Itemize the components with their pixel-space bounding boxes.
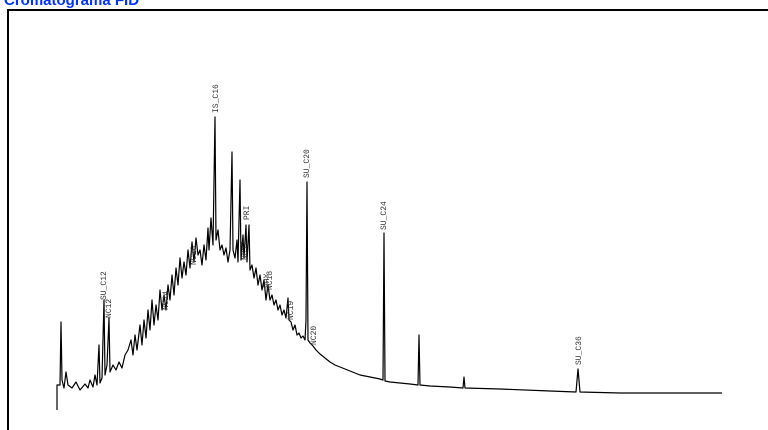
peak-label: NC12	[105, 299, 114, 318]
peak-label: SU_C24	[380, 201, 389, 230]
peak-label: NC14	[162, 291, 171, 310]
frame	[7, 9, 768, 430]
peak-label: PRI	[243, 206, 252, 220]
peak-label: SU_C20	[303, 149, 312, 178]
peak-label: IS_C16	[212, 84, 221, 113]
peak-label: NC19	[287, 301, 296, 320]
peak-label: SU_C12	[100, 271, 109, 300]
peak-label: NC18	[266, 271, 275, 290]
trace	[56, 116, 722, 410]
peak-label: NC16	[190, 246, 199, 265]
peak-label: PHY	[263, 273, 272, 288]
peak-label: NC17	[241, 241, 250, 260]
peak-label: NC20	[310, 326, 319, 345]
peak-label: SU_C36	[575, 336, 584, 365]
chart-title: Cromatograma FID	[4, 0, 140, 9]
